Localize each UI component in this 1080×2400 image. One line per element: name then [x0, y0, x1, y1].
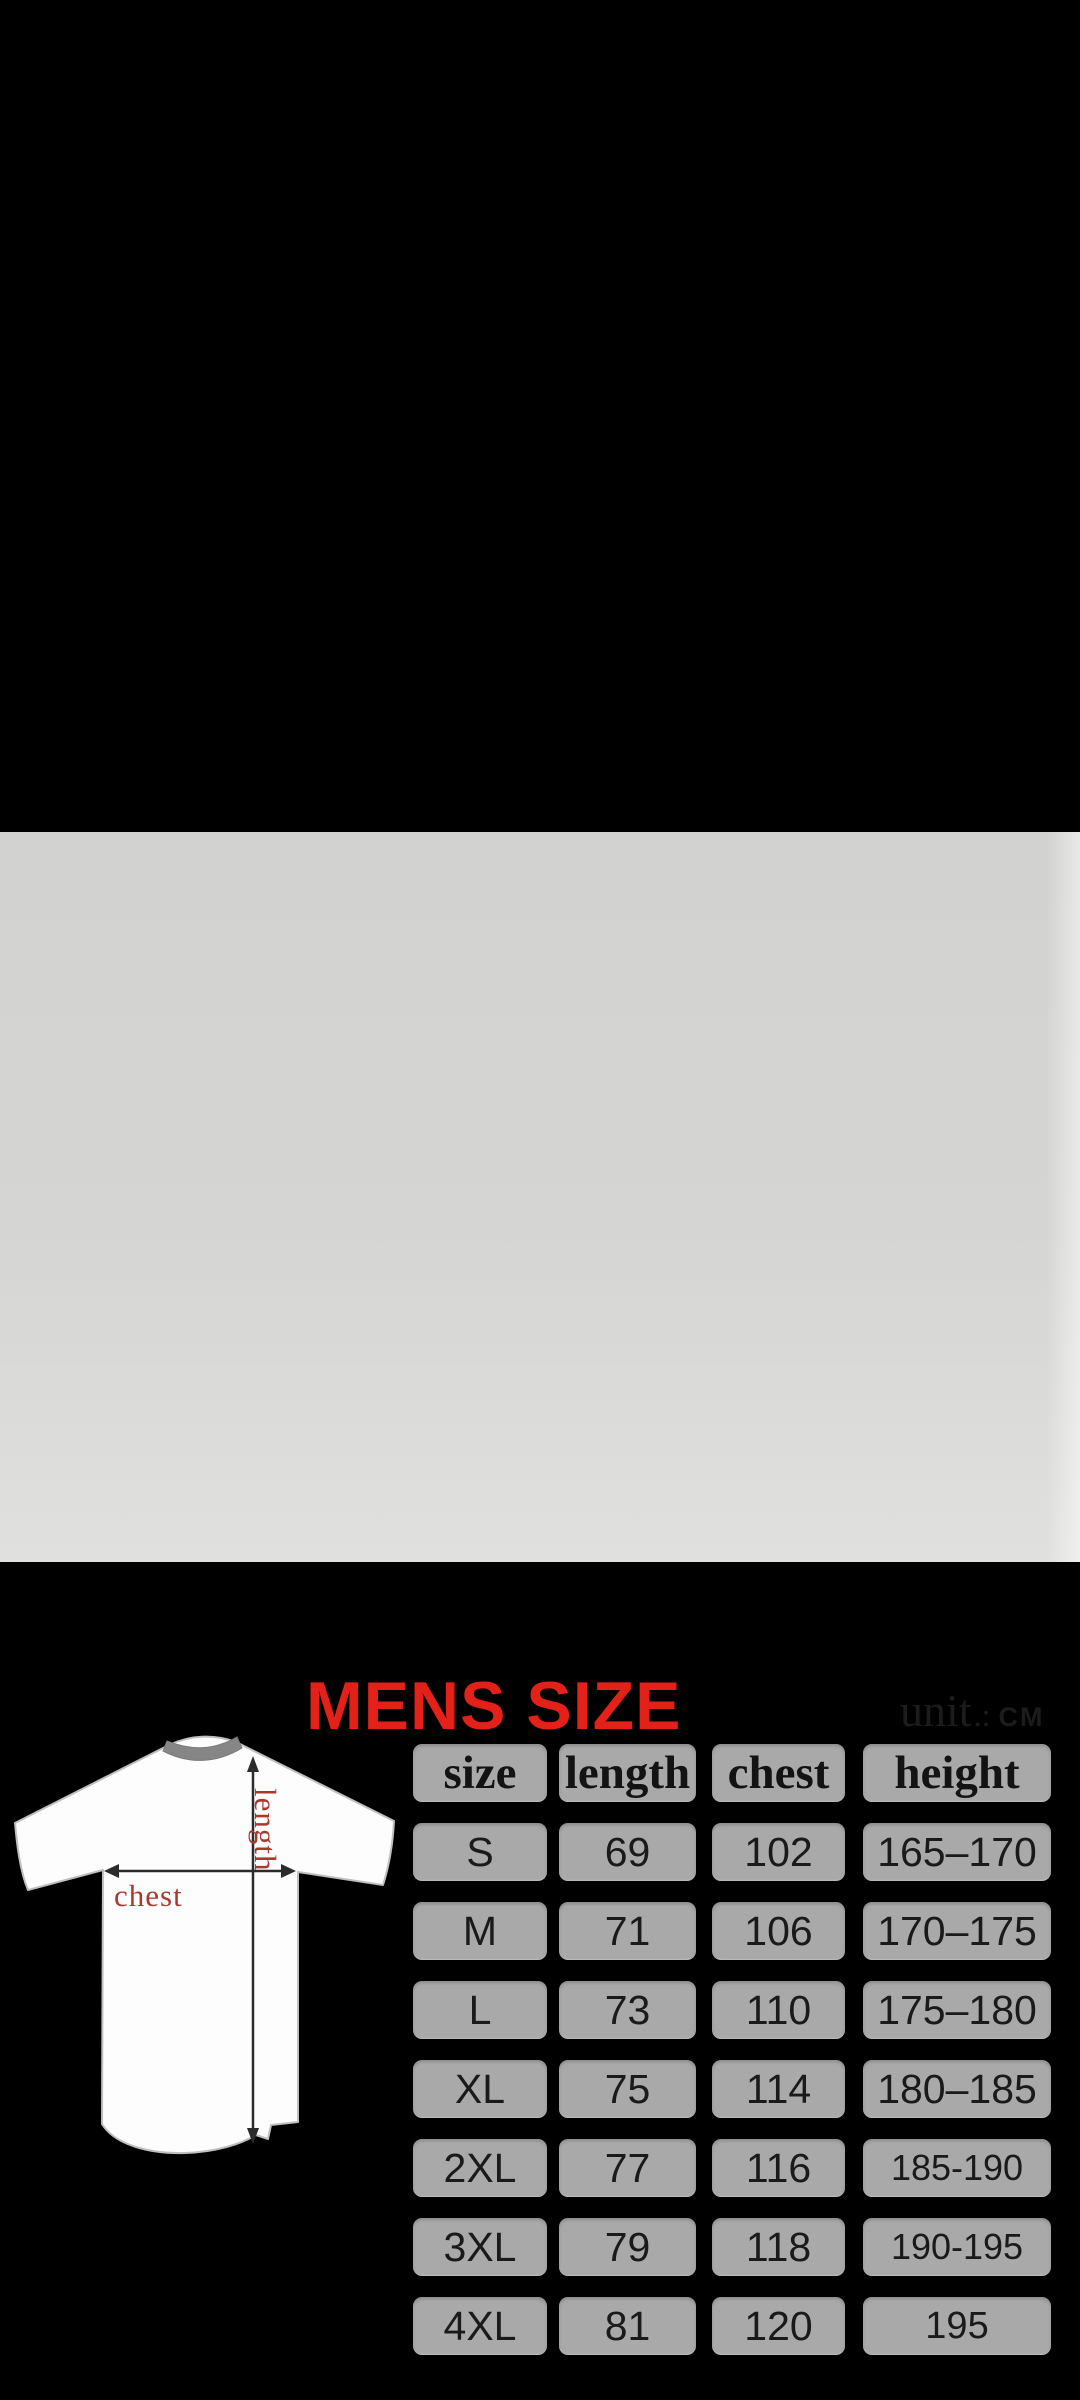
- tshirt-outline: [14, 1735, 395, 2155]
- length-measure-label: length: [248, 1788, 283, 1872]
- column-header-length: length: [559, 1744, 696, 1802]
- table-cell: 190-195: [863, 2218, 1051, 2276]
- unit-separator: .:: [973, 1697, 991, 1733]
- table-cell: 165–170: [863, 1823, 1051, 1881]
- table-cell: 170–175: [863, 1902, 1051, 1960]
- table-cell: 71: [559, 1902, 696, 1960]
- chest-measure-label: chest: [114, 1878, 183, 1913]
- table-cell: 118: [712, 2218, 845, 2276]
- column-header-chest: chest: [712, 1744, 845, 1802]
- table-cell: 116: [712, 2139, 845, 2197]
- tshirt-diagram: [14, 1735, 395, 2155]
- table-cell: 69: [559, 1823, 696, 1881]
- table-cell: XL: [413, 2060, 547, 2118]
- table-cell: 114: [712, 2060, 845, 2118]
- table-cell: 4XL: [413, 2297, 547, 2355]
- table-cell: 180–185: [863, 2060, 1051, 2118]
- column-header-height: height: [863, 1744, 1051, 1802]
- collar: [162, 1736, 243, 1761]
- table-cell: 75: [559, 2060, 696, 2118]
- table-cell: M: [413, 1902, 547, 1960]
- table-cell: 81: [559, 2297, 696, 2355]
- unit-label: unit: [900, 1685, 972, 1736]
- table-cell: 79: [559, 2218, 696, 2276]
- unit-indicator: unit .: CM: [900, 1684, 1044, 1737]
- table-cell: 106: [712, 1902, 845, 1960]
- table-cell: L: [413, 1981, 547, 2039]
- column-header-size: size: [413, 1744, 547, 1802]
- table-cell: 102: [712, 1823, 845, 1881]
- chest-arrow: [104, 1864, 296, 1878]
- table-cell: 175–180: [863, 1981, 1051, 2039]
- table-cell: 195: [863, 2297, 1051, 2355]
- table-cell: 120: [712, 2297, 845, 2355]
- table-cell: 110: [712, 1981, 845, 2039]
- table-cell: 73: [559, 1981, 696, 2039]
- unit-value: CM: [998, 1702, 1045, 1732]
- size-chart-panel: MENS SIZE unit .: CM length chest size l…: [0, 832, 1080, 2355]
- table-cell: 3XL: [413, 2218, 547, 2276]
- page-title: MENS SIZE: [306, 1668, 682, 1744]
- table-cell: S: [413, 1823, 547, 1881]
- table-cell: 2XL: [413, 2139, 547, 2197]
- length-arrow: [247, 1756, 259, 2144]
- table-cell: 77: [559, 2139, 696, 2197]
- table-cell: 185-190: [863, 2139, 1051, 2197]
